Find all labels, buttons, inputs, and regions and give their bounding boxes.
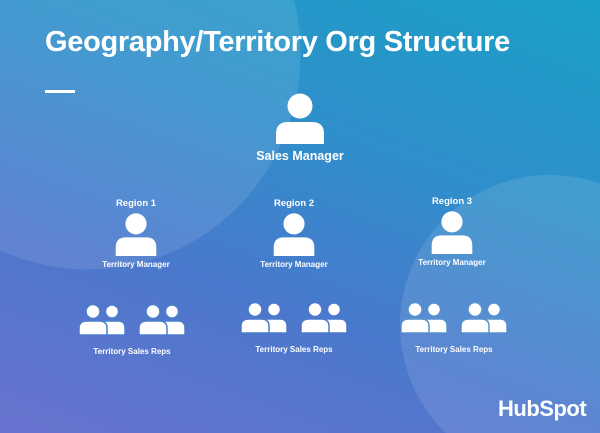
group-icon [139,303,185,335]
page-title: Geography/Territory Org Structure [45,26,510,58]
group-icon [401,301,447,333]
group-icon [241,301,287,333]
region-name: Region 1 [115,198,157,209]
sales-manager-node: Sales Manager [230,92,370,163]
region-name: Region 2 [273,198,315,209]
sales-manager-label: Sales Manager [256,149,344,163]
sales-reps-node: Territory Sales Reps [374,301,534,354]
group-icon [79,303,125,335]
sales-reps-node: Territory Sales Reps [214,301,374,354]
person-icon [431,211,473,254]
territory-sales-reps-label: Territory Sales Reps [93,347,171,356]
person-icon [276,93,324,144]
region-node: Region 3 Territory Manager [382,196,522,267]
person-icon [273,213,315,256]
territory-manager-label: Territory Manager [102,260,170,269]
territory-manager-label: Territory Manager [418,258,486,267]
region-name: Region 3 [431,196,473,207]
territory-sales-reps-label: Territory Sales Reps [415,345,493,354]
sales-reps-node: Territory Sales Reps [52,303,212,356]
region-node: Region 1 Territory Manager [66,198,206,269]
title-underline [45,90,75,93]
region-node: Region 2 Territory Manager [224,198,364,269]
territory-sales-reps-label: Territory Sales Reps [255,345,333,354]
group-icon [301,301,347,333]
group-icon [461,301,507,333]
person-icon [115,213,157,256]
territory-manager-label: Territory Manager [260,260,328,269]
hubspot-logo: HubSpot [498,396,587,421]
